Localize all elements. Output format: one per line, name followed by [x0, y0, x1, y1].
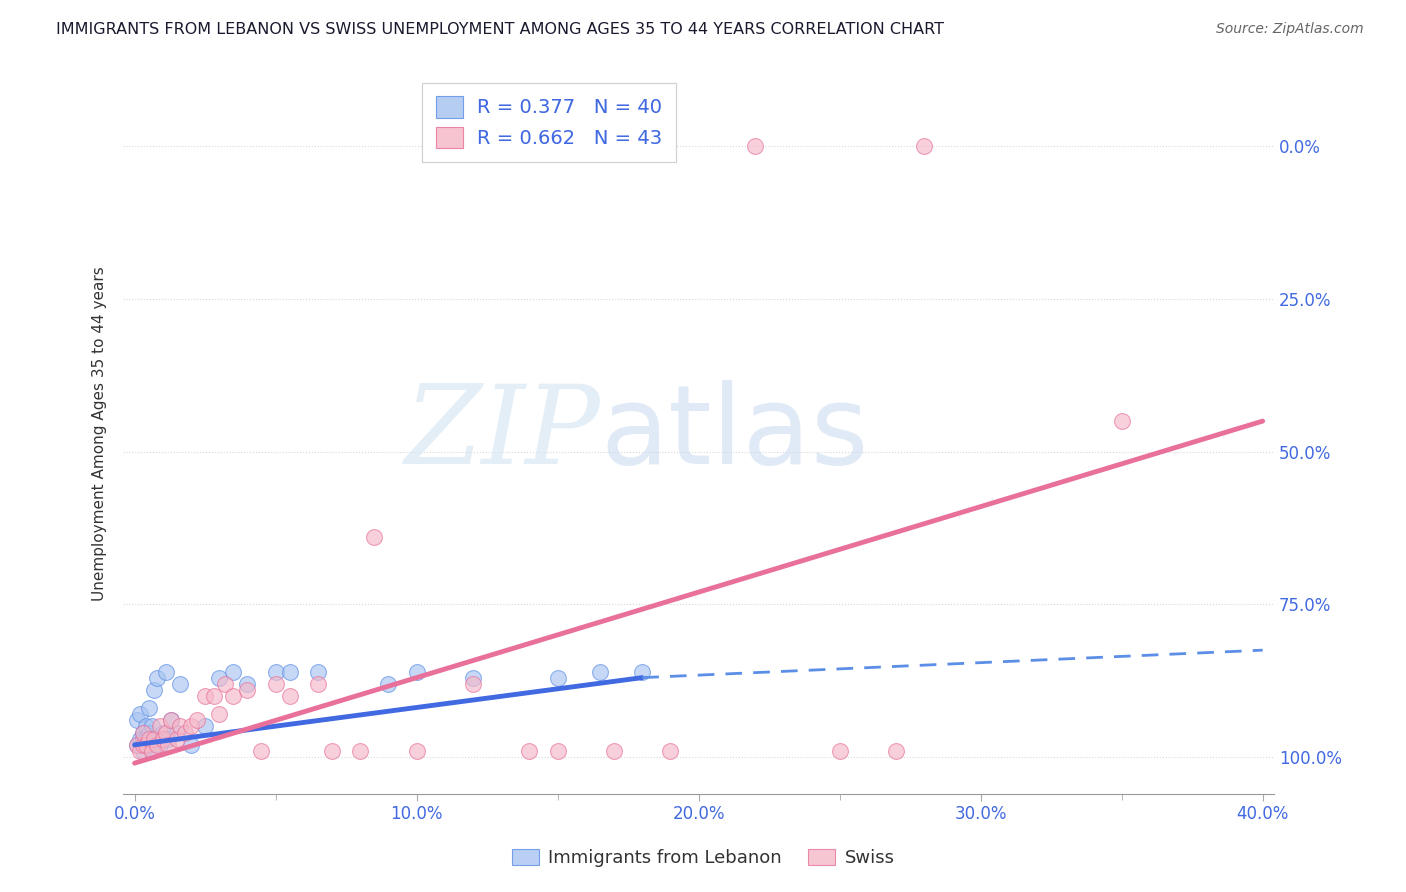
Point [208, 671, 231, 685]
Point [264, 665, 287, 679]
Point [264, 677, 287, 691]
Point [152, 725, 174, 739]
Point [589, 665, 612, 679]
Point [1111, 414, 1133, 428]
Point [547, 671, 569, 685]
Point [912, 139, 935, 153]
Point [138, 725, 160, 739]
Point [135, 738, 157, 752]
Point [146, 738, 169, 752]
Point [186, 714, 208, 728]
Point [169, 677, 191, 691]
Text: atlas: atlas [600, 380, 869, 487]
Text: IMMIGRANTS FROM LEBANON VS SWISS UNEMPLOYMENT AMONG AGES 35 TO 44 YEARS CORRELAT: IMMIGRANTS FROM LEBANON VS SWISS UNEMPLO… [56, 22, 945, 37]
Point [129, 731, 152, 746]
Point [160, 714, 183, 728]
Point [222, 689, 245, 703]
Point [141, 744, 163, 758]
Point [132, 738, 155, 752]
Point [363, 530, 385, 544]
Point [129, 707, 152, 722]
Point [194, 719, 217, 733]
Point [135, 731, 157, 746]
Point [659, 744, 682, 758]
Point [160, 714, 183, 728]
Point [166, 731, 188, 746]
Point [461, 671, 484, 685]
Point [155, 725, 177, 739]
Point [222, 665, 245, 679]
Point [143, 682, 166, 697]
Point [236, 682, 259, 697]
Point [157, 738, 180, 752]
Y-axis label: Unemployment Among Ages 35 to 44 years: Unemployment Among Ages 35 to 44 years [93, 266, 107, 600]
Point [132, 744, 155, 758]
Point [307, 665, 329, 679]
Legend: R = 0.377   N = 40, R = 0.662   N = 43: R = 0.377 N = 40, R = 0.662 N = 43 [422, 83, 676, 162]
Point [519, 744, 541, 758]
Point [278, 665, 301, 679]
Point [603, 744, 626, 758]
Point [155, 665, 177, 679]
Point [377, 677, 399, 691]
Point [884, 744, 907, 758]
Point [180, 738, 202, 752]
Point [208, 707, 231, 722]
Point [127, 714, 149, 728]
Point [146, 671, 169, 685]
Point [180, 719, 202, 733]
Point [146, 731, 169, 746]
Point [202, 689, 225, 703]
Text: ZIP: ZIP [405, 380, 600, 487]
Point [149, 738, 172, 752]
Point [138, 701, 160, 715]
Point [405, 744, 427, 758]
Point [194, 689, 217, 703]
Point [129, 744, 152, 758]
Point [174, 725, 197, 739]
Point [143, 731, 166, 746]
Point [461, 677, 484, 691]
Point [127, 738, 149, 752]
Point [127, 738, 149, 752]
Text: Source: ZipAtlas.com: Source: ZipAtlas.com [1216, 22, 1364, 37]
Point [250, 744, 273, 758]
Point [321, 744, 343, 758]
Point [214, 677, 236, 691]
Point [138, 738, 160, 752]
Point [138, 731, 160, 746]
Point [141, 744, 163, 758]
Point [157, 731, 180, 746]
Point [132, 731, 155, 746]
Point [149, 719, 172, 733]
Point [143, 731, 166, 746]
Point [278, 689, 301, 703]
Point [141, 719, 163, 733]
Legend: Immigrants from Lebanon, Swiss: Immigrants from Lebanon, Swiss [505, 841, 901, 874]
Point [135, 738, 157, 752]
Point [349, 744, 371, 758]
Point [547, 744, 569, 758]
Point [169, 719, 191, 733]
Point [828, 744, 851, 758]
Point [166, 725, 188, 739]
Point [152, 731, 174, 746]
Point [135, 719, 157, 733]
Point [405, 665, 427, 679]
Point [132, 725, 155, 739]
Point [307, 677, 329, 691]
Point [132, 725, 155, 739]
Point [236, 677, 259, 691]
Point [744, 139, 766, 153]
Point [631, 665, 654, 679]
